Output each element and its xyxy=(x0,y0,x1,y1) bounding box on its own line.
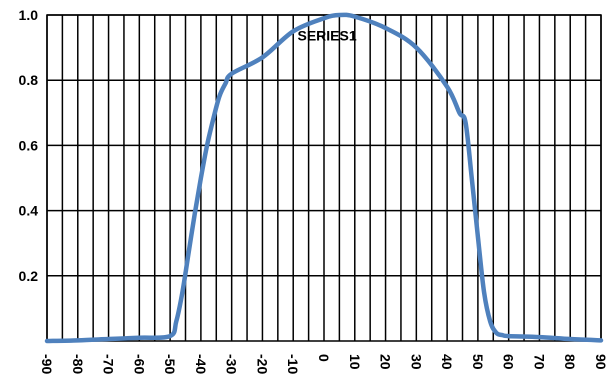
x-tick-label: 0 xyxy=(316,354,332,362)
x-tick-label: 50 xyxy=(470,354,486,370)
y-tick-label: 0.2 xyxy=(19,268,39,284)
series-line xyxy=(44,12,604,344)
y-tick-label: 1.0 xyxy=(19,7,39,23)
x-tick-label: 80 xyxy=(562,354,578,370)
x-tick-label: 30 xyxy=(408,354,424,370)
plot-border xyxy=(46,14,602,342)
x-tick-label: 20 xyxy=(378,354,394,370)
x-tick-label: 60 xyxy=(501,354,517,370)
x-tick-label: -80 xyxy=(70,354,86,374)
y-tick-label: 0.6 xyxy=(19,137,39,153)
x-tick-label: -30 xyxy=(224,354,240,374)
x-tick-label: -40 xyxy=(193,354,209,374)
x-tick-label: 40 xyxy=(439,354,455,370)
x-tick-label: -90 xyxy=(39,354,55,374)
y-tick-label: 0.8 xyxy=(19,72,39,88)
x-tick-label: -60 xyxy=(131,354,147,374)
series-label: SERIES1 xyxy=(298,27,357,43)
y-tick-label: 0.4 xyxy=(19,203,39,219)
x-tick-label: 90 xyxy=(593,354,606,370)
x-tick-label: -20 xyxy=(254,354,270,374)
x-tick-label: -50 xyxy=(162,354,178,374)
x-tick-label: -10 xyxy=(285,354,301,374)
x-tick-label: -70 xyxy=(101,354,117,374)
x-tick-label: 70 xyxy=(531,354,547,370)
x-tick-label: 10 xyxy=(347,354,363,370)
